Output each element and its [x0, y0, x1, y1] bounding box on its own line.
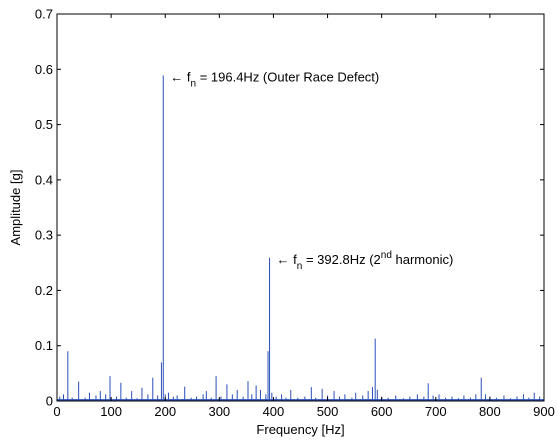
y-tick-label: 0.2 [35, 283, 53, 298]
x-tick-label: 300 [208, 404, 230, 419]
x-tick-label: 700 [425, 404, 447, 419]
x-tick-label: 200 [154, 404, 176, 419]
y-tick-label: 0.4 [35, 172, 53, 187]
x-tick-label: 500 [317, 404, 339, 419]
x-tick-label: 400 [263, 404, 285, 419]
x-tick-label: 900 [533, 404, 555, 419]
y-tick-label: 0 [46, 394, 53, 409]
annotation-layer: ← fn = 196.4Hz (Outer Race Defect) ← fn =… [170, 69, 453, 271]
y-axis-label: Amplitude [g] [8, 170, 23, 246]
annotation-fundamental: ← fn = 196.4Hz (Outer Race Defect) [170, 69, 379, 89]
x-tick-label: 100 [100, 404, 122, 419]
y-tick-label: 0.1 [35, 338, 53, 353]
y-tick-label: 0.3 [35, 228, 53, 243]
y-tick-label: 0.7 [35, 7, 53, 22]
x-tick-label: 0 [53, 404, 60, 419]
x-axis-label: Frequency [Hz] [256, 422, 344, 437]
axes-frame [56, 13, 545, 402]
annotation-second-harmonic: ← fn = 392.8Hz (2nd harmonic) [277, 250, 454, 272]
plot-area [57, 75, 544, 401]
y-tick-label: 0.6 [35, 62, 53, 77]
x-tick-label: 600 [371, 404, 393, 419]
y-tick-label: 0.5 [35, 117, 53, 132]
x-tick-label: 800 [479, 404, 501, 419]
ticks-layer: 0 100 200 300 400 500 600 700 800 900 0 0.1 0.2 0.3 0.… [35, 7, 555, 420]
